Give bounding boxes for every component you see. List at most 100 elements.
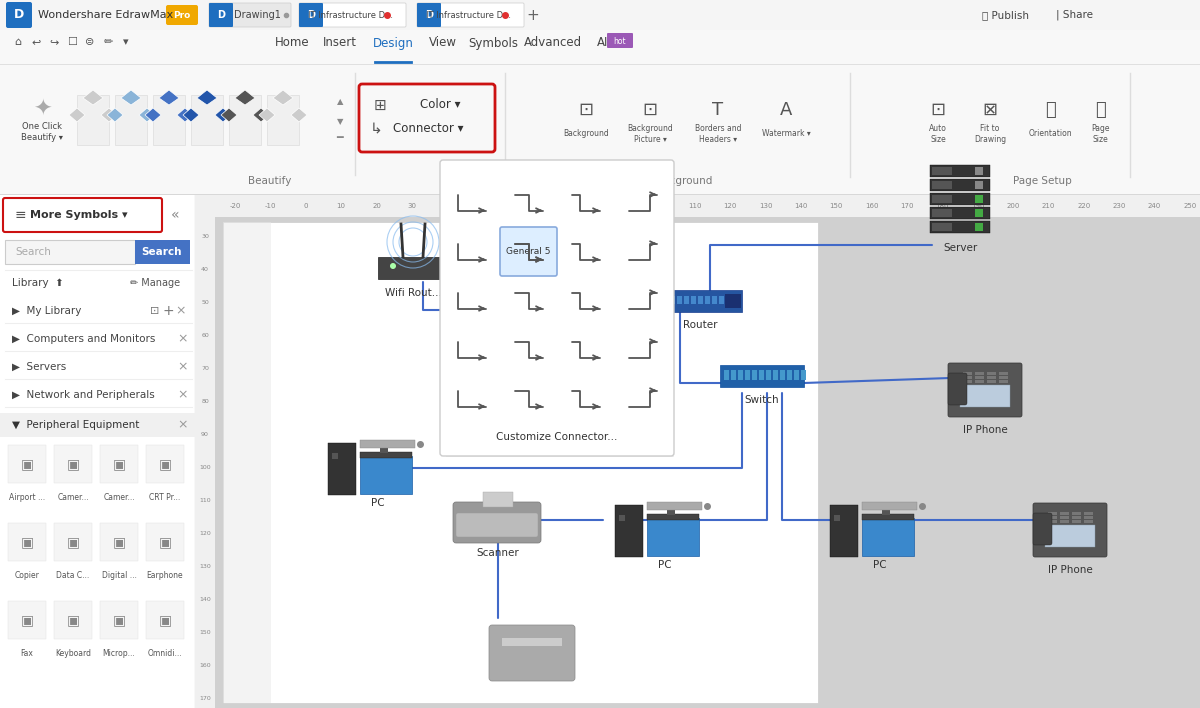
Text: 40: 40 bbox=[202, 268, 209, 273]
FancyBboxPatch shape bbox=[456, 513, 538, 537]
Bar bbox=[194, 195, 215, 217]
Text: IT Infrastructure D...: IT Infrastructure D... bbox=[307, 11, 392, 20]
Text: ▲: ▲ bbox=[337, 98, 343, 106]
Bar bbox=[146, 601, 184, 639]
Text: -10: -10 bbox=[265, 203, 276, 209]
Bar bbox=[932, 181, 952, 189]
Bar bbox=[974, 181, 983, 189]
Bar bbox=[986, 372, 996, 375]
Polygon shape bbox=[107, 108, 124, 122]
Bar bbox=[677, 296, 682, 304]
Bar bbox=[191, 95, 223, 145]
FancyBboxPatch shape bbox=[948, 363, 1022, 417]
Text: 250: 250 bbox=[1183, 203, 1196, 209]
Text: ×: × bbox=[178, 389, 188, 401]
Text: Page Setup: Page Setup bbox=[1013, 176, 1072, 186]
Text: Watermark ▾: Watermark ▾ bbox=[762, 130, 810, 139]
Bar bbox=[719, 296, 724, 304]
Text: ⊠: ⊠ bbox=[983, 101, 997, 119]
Bar bbox=[670, 296, 674, 304]
Text: General 5: General 5 bbox=[506, 247, 551, 256]
Polygon shape bbox=[197, 90, 217, 105]
Polygon shape bbox=[221, 108, 238, 122]
Bar bbox=[223, 222, 818, 703]
Text: ×: × bbox=[178, 360, 188, 374]
Text: Camer...: Camer... bbox=[58, 493, 89, 501]
Polygon shape bbox=[145, 108, 161, 122]
Text: ×: × bbox=[178, 333, 188, 346]
Bar bbox=[745, 370, 750, 380]
Text: ⊡: ⊡ bbox=[930, 101, 946, 119]
Text: 240: 240 bbox=[1148, 203, 1162, 209]
Text: 200: 200 bbox=[1007, 203, 1020, 209]
Bar bbox=[712, 296, 718, 304]
Text: 40: 40 bbox=[443, 203, 451, 209]
Bar bbox=[766, 370, 772, 380]
Bar bbox=[658, 290, 742, 312]
Text: 📋: 📋 bbox=[1094, 101, 1105, 119]
Bar bbox=[974, 372, 984, 375]
Bar bbox=[1060, 516, 1069, 519]
Text: ×: × bbox=[175, 304, 186, 317]
Text: Search: Search bbox=[14, 247, 50, 257]
Bar bbox=[960, 385, 1010, 407]
Bar bbox=[974, 209, 983, 217]
Text: D: D bbox=[14, 8, 24, 21]
Bar bbox=[930, 165, 990, 177]
Text: 30: 30 bbox=[202, 234, 209, 239]
Bar bbox=[223, 222, 271, 703]
Text: ↳: ↳ bbox=[370, 122, 383, 137]
FancyBboxPatch shape bbox=[500, 227, 557, 276]
FancyBboxPatch shape bbox=[948, 373, 967, 405]
Bar bbox=[733, 296, 738, 304]
Bar bbox=[194, 217, 215, 708]
Text: ▾: ▾ bbox=[124, 37, 128, 47]
Circle shape bbox=[390, 263, 396, 269]
Bar bbox=[647, 518, 698, 556]
Text: Microp...: Microp... bbox=[103, 649, 136, 658]
FancyBboxPatch shape bbox=[6, 2, 32, 28]
Text: Digital ...: Digital ... bbox=[102, 571, 137, 580]
Polygon shape bbox=[274, 90, 293, 105]
Text: ▶  My Library: ▶ My Library bbox=[12, 306, 82, 316]
Bar bbox=[328, 443, 356, 495]
Bar bbox=[266, 95, 299, 145]
Bar bbox=[1084, 520, 1093, 523]
Bar bbox=[932, 195, 952, 203]
Bar bbox=[974, 223, 983, 231]
Bar bbox=[5, 240, 134, 264]
Text: 140: 140 bbox=[199, 597, 211, 602]
FancyBboxPatch shape bbox=[299, 3, 323, 27]
Bar bbox=[1048, 520, 1057, 523]
Text: Fax: Fax bbox=[20, 649, 34, 658]
Bar bbox=[647, 502, 702, 510]
Bar bbox=[986, 380, 996, 383]
Bar bbox=[1072, 512, 1081, 515]
Text: ⌂: ⌂ bbox=[14, 37, 22, 47]
Bar bbox=[706, 296, 710, 304]
FancyBboxPatch shape bbox=[490, 625, 575, 681]
Text: 230: 230 bbox=[1112, 203, 1126, 209]
Text: Orientation: Orientation bbox=[1028, 130, 1072, 139]
Text: ▣: ▣ bbox=[158, 613, 172, 627]
Text: 110: 110 bbox=[688, 203, 702, 209]
Text: Borders and
Headers ▾: Borders and Headers ▾ bbox=[695, 125, 742, 144]
Bar bbox=[930, 221, 990, 233]
Bar bbox=[998, 380, 1008, 383]
Text: 170: 170 bbox=[199, 695, 211, 700]
Text: ▼: ▼ bbox=[337, 118, 343, 127]
Text: Switch: Switch bbox=[745, 395, 779, 405]
Text: ▣: ▣ bbox=[66, 535, 79, 549]
Bar bbox=[882, 505, 890, 515]
Bar bbox=[647, 514, 698, 520]
Text: 140: 140 bbox=[794, 203, 808, 209]
FancyBboxPatch shape bbox=[2, 198, 162, 232]
Bar bbox=[215, 195, 1200, 217]
FancyBboxPatch shape bbox=[607, 33, 634, 48]
Text: 120: 120 bbox=[199, 531, 211, 536]
Bar bbox=[378, 257, 446, 279]
Text: IT Infrastructure D...: IT Infrastructure D... bbox=[426, 11, 510, 20]
Text: 0: 0 bbox=[304, 203, 308, 209]
Text: 10: 10 bbox=[337, 203, 346, 209]
Bar bbox=[691, 296, 696, 304]
